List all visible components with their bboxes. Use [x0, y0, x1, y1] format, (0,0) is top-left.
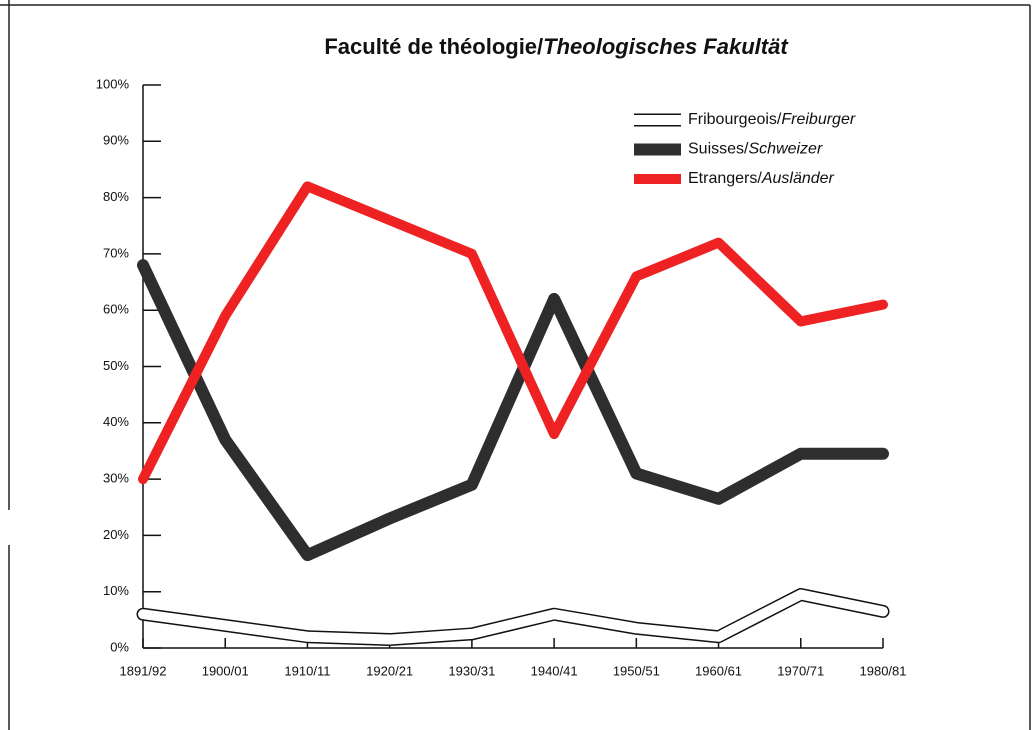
x-tick-label: 1950/51 [613, 663, 660, 678]
y-tick-label: 90% [103, 133, 129, 148]
legend-label: Suisses/Schweizer [688, 141, 823, 158]
legend-label: Etrangers/Ausländer [688, 170, 835, 187]
x-tick-label: 1980/81 [860, 663, 907, 678]
x-tick-label: 1900/01 [202, 663, 249, 678]
chart-title: Faculté de théologie/Theologisches Fakul… [324, 34, 789, 59]
y-tick-label: 30% [103, 471, 129, 486]
y-tick-label: 50% [103, 358, 129, 373]
x-tick-label: 1960/61 [695, 663, 742, 678]
y-tick-label: 60% [103, 302, 129, 317]
x-tick-label: 1970/71 [777, 663, 824, 678]
y-tick-label: 20% [103, 527, 129, 542]
y-tick-label: 10% [103, 583, 129, 598]
y-tick-label: 40% [103, 414, 129, 429]
y-tick-label: 100% [96, 76, 130, 91]
x-tick-label: 1891/92 [120, 663, 167, 678]
x-tick-label: 1910/11 [284, 663, 330, 678]
x-tick-label: 1940/41 [531, 663, 578, 678]
series-line [138, 589, 888, 645]
y-tick-label: 80% [103, 189, 129, 204]
y-tick-label: 70% [103, 245, 129, 260]
series-line [138, 181, 888, 485]
y-tick-label: 0% [110, 639, 129, 654]
x-tick-label: 1930/31 [448, 663, 495, 678]
legend-label: Fribourgeois/Freiburger [688, 111, 856, 128]
x-tick-label: 1920/21 [366, 663, 413, 678]
series-line [137, 259, 889, 562]
